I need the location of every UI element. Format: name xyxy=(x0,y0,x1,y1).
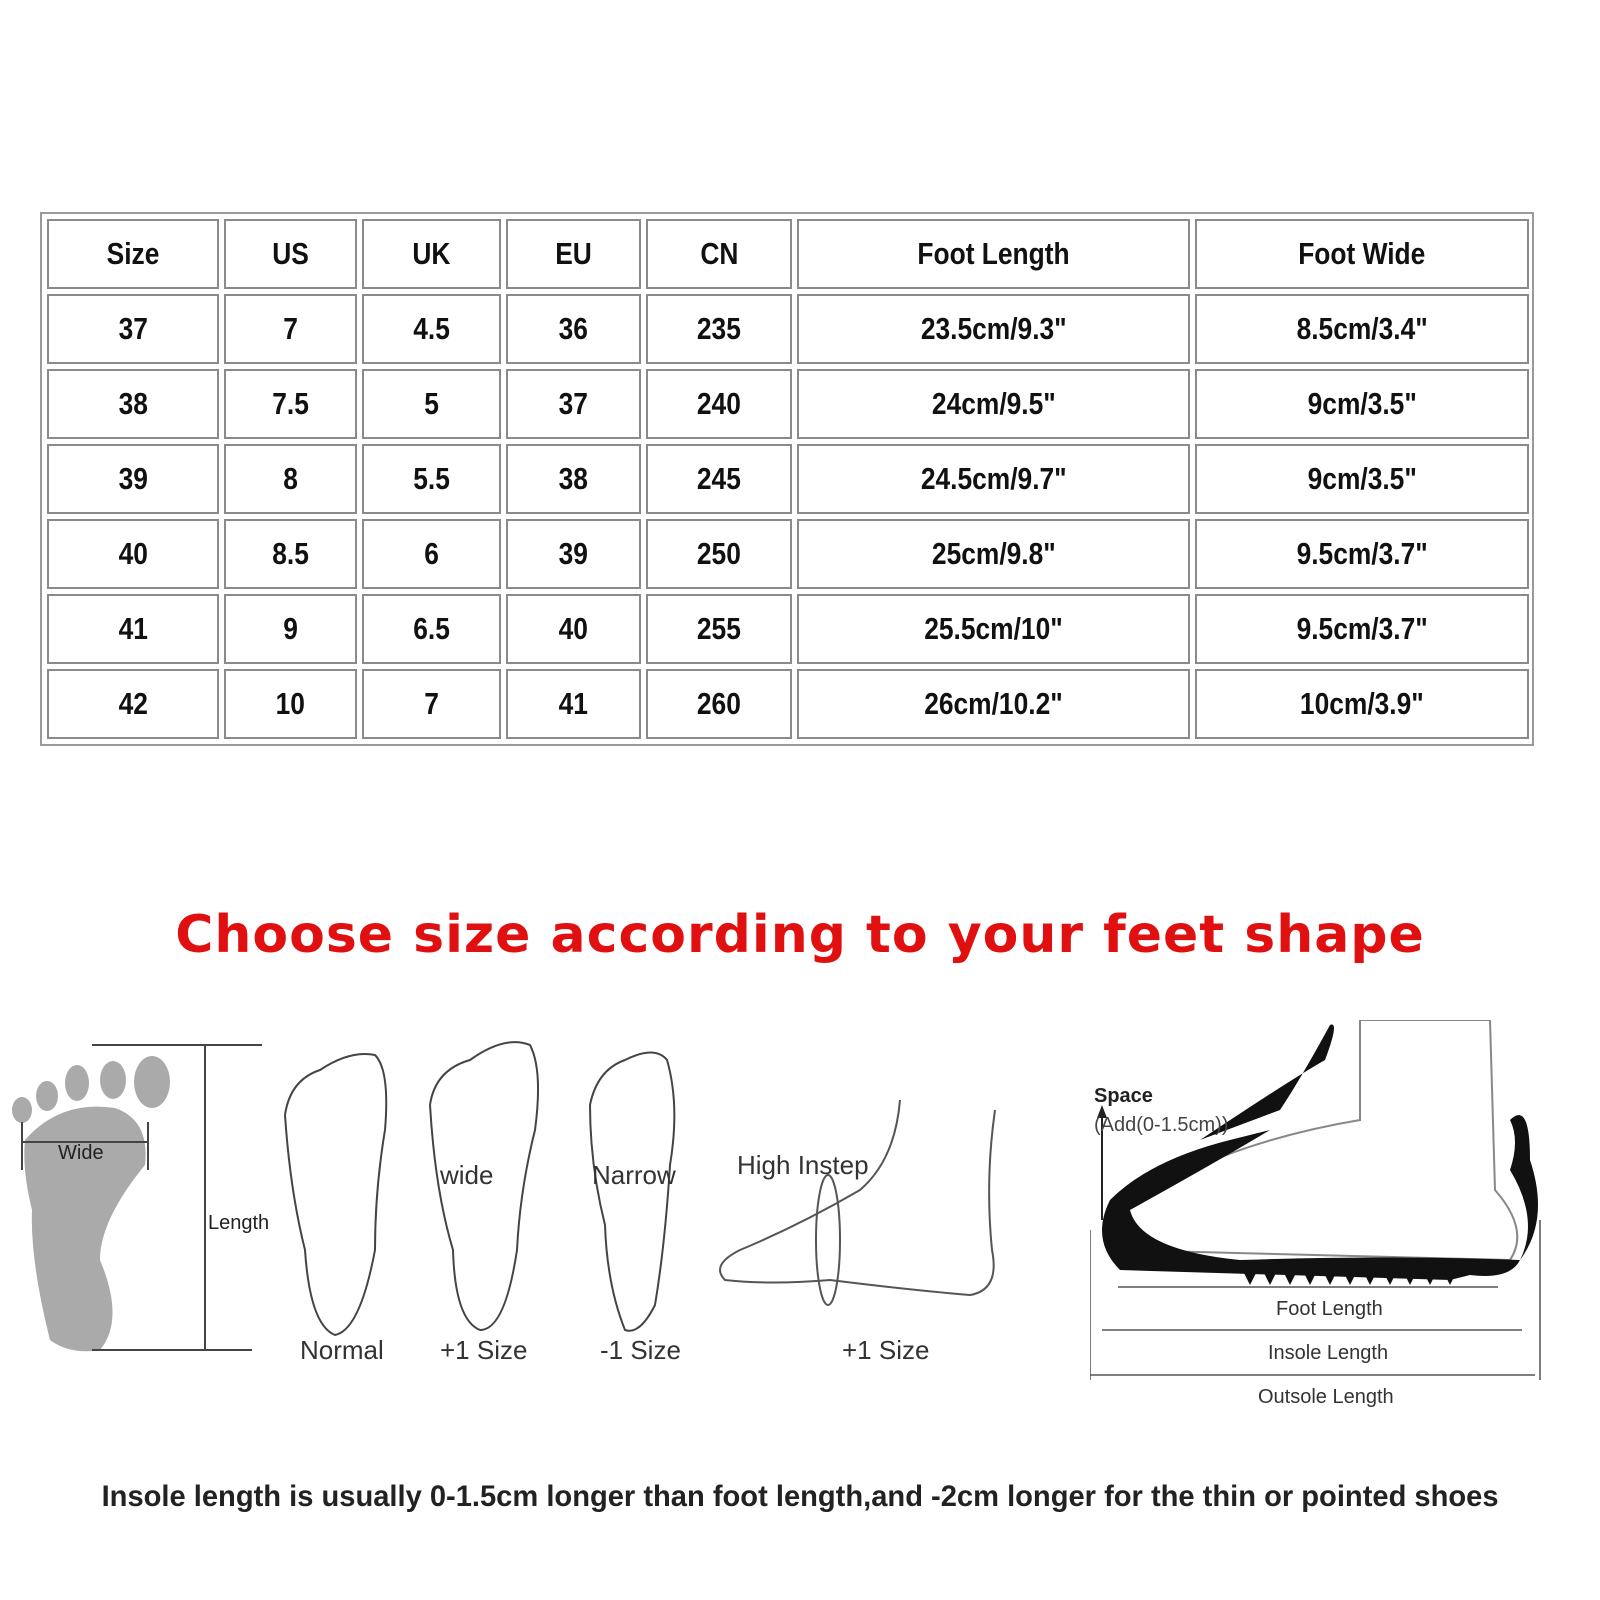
cell-size: 37 xyxy=(47,294,219,364)
cell-uk: 6 xyxy=(362,519,501,589)
cell-us: 7.5 xyxy=(224,369,357,439)
table-row: 38 7.5 5 37 240 24cm/9.5" 9cm/3.5" xyxy=(47,369,1529,439)
cell-uk: 6.5 xyxy=(362,594,501,664)
cell-cn: 260 xyxy=(646,669,792,739)
cell-foot-wide: 10cm/3.9" xyxy=(1195,669,1529,739)
footprint-diagram xyxy=(12,1044,262,1352)
insole-note: Insole length is usually 0-1.5cm longer … xyxy=(101,1480,1499,1513)
table-row: 37 7 4.5 36 235 23.5cm/9.3" 8.5cm/3.4" xyxy=(47,294,1529,364)
header-us: US xyxy=(224,219,357,289)
cell-foot-length: 25cm/9.8" xyxy=(797,519,1190,589)
cell-eu: 40 xyxy=(506,594,641,664)
size-chart-table: Size US UK EU CN Foot Length Foot Wide 3… xyxy=(40,212,1534,746)
foot-length-label: Foot Length xyxy=(1272,1298,1387,1321)
cell-foot-wide: 9cm/3.5" xyxy=(1195,444,1529,514)
cell-uk: 5 xyxy=(362,369,501,439)
cell-cn: 235 xyxy=(646,294,792,364)
foot-high-instep-icon xyxy=(719,1099,996,1306)
header-foot-wide: Foot Wide xyxy=(1195,219,1529,289)
cell-foot-wide: 8.5cm/3.4" xyxy=(1195,294,1529,364)
cell-foot-length: 23.5cm/9.3" xyxy=(797,294,1190,364)
header-size: Size xyxy=(47,219,219,289)
cell-size: 38 xyxy=(47,369,219,439)
headline: Choose size according to your feet shape xyxy=(175,905,1425,965)
cell-uk: 7 xyxy=(362,669,501,739)
foot-normal-icon xyxy=(283,1053,388,1337)
space-add-label: (Add(0-1.5cm)) xyxy=(1094,1114,1229,1136)
minus-one-size-caption: -1 Size xyxy=(600,1335,681,1365)
cell-foot-wide: 9.5cm/3.7" xyxy=(1195,519,1529,589)
table-row: 39 8 5.5 38 245 24.5cm/9.7" 9cm/3.5" xyxy=(47,444,1529,514)
header-cn: CN xyxy=(646,219,792,289)
length-label: Length xyxy=(208,1212,270,1234)
cell-size: 41 xyxy=(47,594,219,664)
wide-label: Wide xyxy=(58,1142,104,1164)
plus-one-size-caption: +1 Size xyxy=(440,1335,528,1365)
high-instep-label: High Instep xyxy=(737,1150,869,1180)
insole-length-label: Insole Length xyxy=(1264,1342,1393,1365)
header-eu: EU xyxy=(506,219,641,289)
cell-foot-length: 24cm/9.5" xyxy=(797,369,1190,439)
cell-foot-length: 26cm/10.2" xyxy=(797,669,1190,739)
footprint-icon xyxy=(12,1056,170,1352)
narrow-inner-label: Narrow xyxy=(592,1160,676,1190)
cell-cn: 255 xyxy=(646,594,792,664)
cell-eu: 41 xyxy=(506,669,641,739)
table-header-row: Size US UK EU CN Foot Length Foot Wide xyxy=(47,219,1529,289)
cell-size: 39 xyxy=(47,444,219,514)
cell-foot-length: 25.5cm/10" xyxy=(797,594,1190,664)
cell-eu: 39 xyxy=(506,519,641,589)
cell-cn: 250 xyxy=(646,519,792,589)
header-foot-length: Foot Length xyxy=(797,219,1190,289)
cell-cn: 245 xyxy=(646,444,792,514)
cell-us: 9 xyxy=(224,594,357,664)
cell-foot-wide: 9.5cm/3.7" xyxy=(1195,594,1529,664)
table-row: 41 9 6.5 40 255 25.5cm/10" 9.5cm/3.7" xyxy=(47,594,1529,664)
foot-narrow-icon xyxy=(588,1051,676,1332)
shoe-cross-section-icon xyxy=(1090,1020,1541,1380)
cell-foot-wide: 9cm/3.5" xyxy=(1195,369,1529,439)
cell-uk: 5.5 xyxy=(362,444,501,514)
cell-eu: 37 xyxy=(506,369,641,439)
table-row: 42 10 7 41 260 26cm/10.2" 10cm/3.9" xyxy=(47,669,1529,739)
cell-foot-length: 24.5cm/9.7" xyxy=(797,444,1190,514)
wide-inner-label: wide xyxy=(440,1160,494,1190)
foot-wide-icon xyxy=(428,1041,540,1332)
header-uk: UK xyxy=(362,219,501,289)
high-instep-caption: +1 Size xyxy=(842,1335,930,1365)
cell-eu: 36 xyxy=(506,294,641,364)
cell-size: 42 xyxy=(47,669,219,739)
cell-us: 7 xyxy=(224,294,357,364)
space-label: Space xyxy=(1094,1085,1153,1107)
cell-us: 8.5 xyxy=(224,519,357,589)
cell-cn: 240 xyxy=(646,369,792,439)
cell-us: 10 xyxy=(224,669,357,739)
cell-size: 40 xyxy=(47,519,219,589)
cell-uk: 4.5 xyxy=(362,294,501,364)
outsole-length-label: Outsole Length xyxy=(1254,1386,1398,1409)
cell-us: 8 xyxy=(224,444,357,514)
cell-eu: 38 xyxy=(506,444,641,514)
normal-caption: Normal xyxy=(300,1335,384,1365)
table-row: 40 8.5 6 39 250 25cm/9.8" 9.5cm/3.7" xyxy=(47,519,1529,589)
